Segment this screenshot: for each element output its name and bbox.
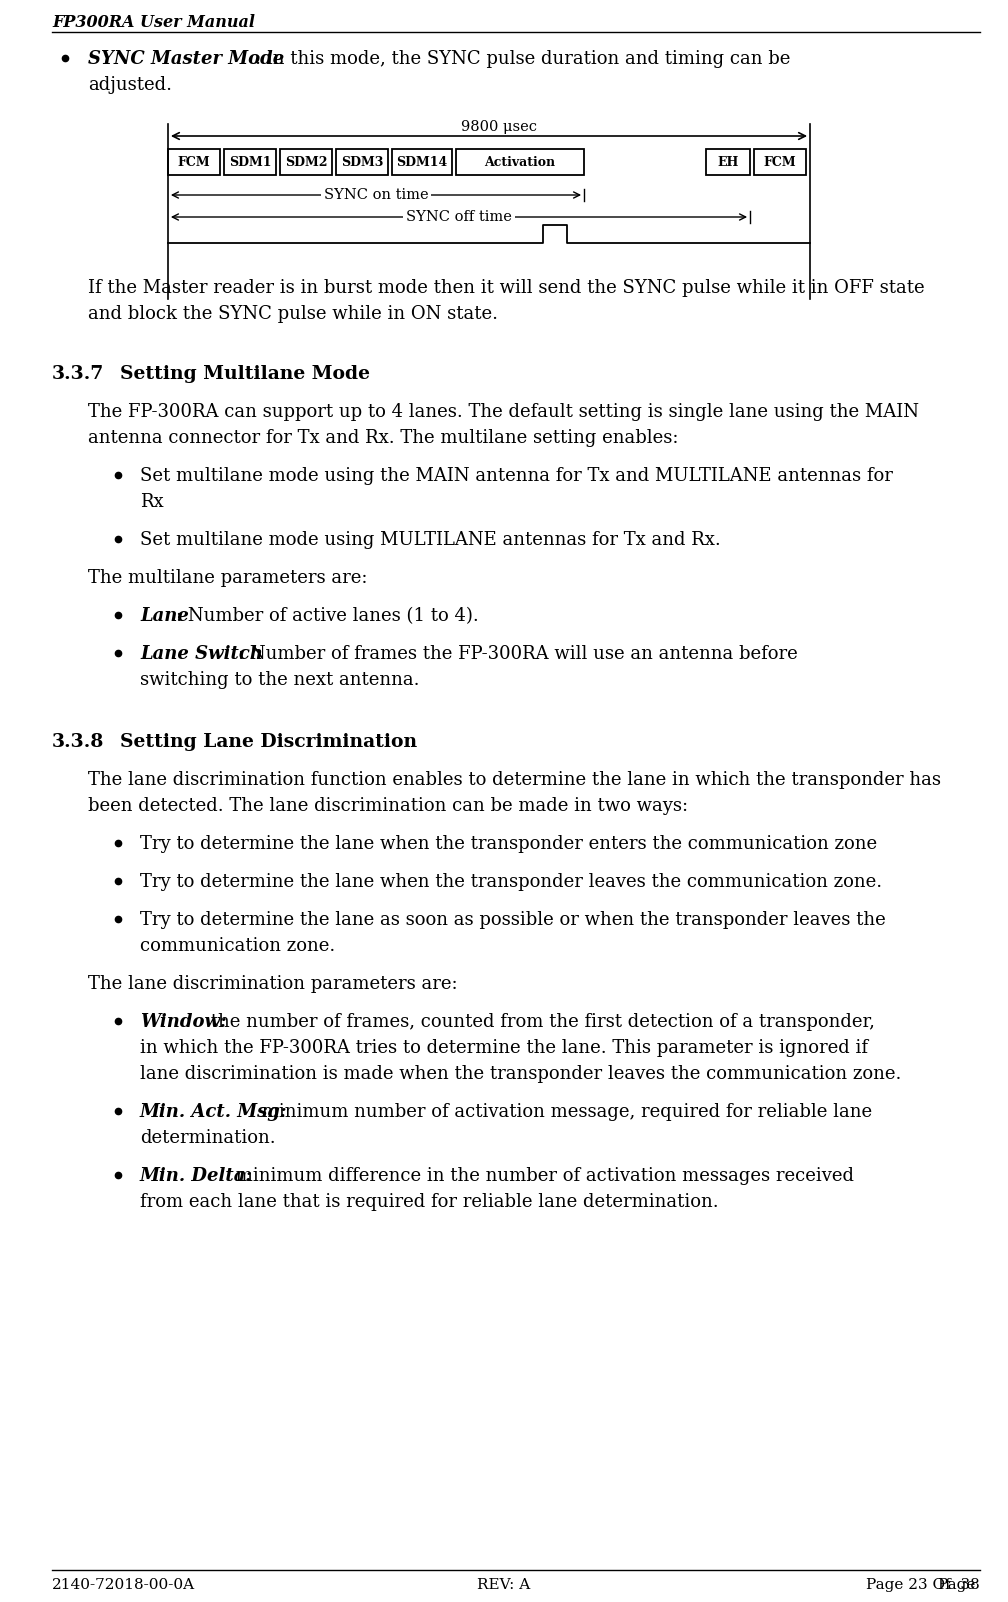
Text: Rx: Rx (140, 493, 163, 511)
Text: 3.3.7: 3.3.7 (52, 365, 104, 383)
Text: : Number of frames the FP-300RA will use an antenna before: : Number of frames the FP-300RA will use… (238, 646, 797, 663)
Bar (392, 149, 452, 175)
Text: Setting Lane Discrimination: Setting Lane Discrimination (120, 734, 417, 751)
Bar (456, 149, 584, 175)
Text: been detected. The lane discrimination can be made in two ways:: been detected. The lane discrimination c… (88, 798, 688, 815)
Bar (280, 149, 332, 175)
Bar (336, 149, 388, 175)
Text: Lane Switch: Lane Switch (140, 646, 263, 663)
Text: Lane: Lane (140, 607, 188, 625)
Text: Min. Act. Msg:: Min. Act. Msg: (140, 1104, 287, 1121)
Text: 9800 μsec: 9800 μsec (461, 120, 537, 135)
Text: the number of frames, counted from the first detection of a transponder,: the number of frames, counted from the f… (205, 1012, 875, 1032)
Text: Page: Page (937, 1578, 980, 1592)
Text: SDM1: SDM1 (229, 157, 271, 170)
Text: FCM: FCM (764, 157, 796, 170)
Text: minimum number of activation message, required for reliable lane: minimum number of activation message, re… (256, 1104, 872, 1121)
Text: lane discrimination is made when the transponder leaves the communication zone.: lane discrimination is made when the tra… (140, 1065, 901, 1083)
Text: SYNC Master Mode: SYNC Master Mode (88, 50, 284, 67)
Text: communication zone.: communication zone. (140, 937, 336, 955)
Bar (224, 149, 276, 175)
Text: If the Master reader is in burst mode then it will send the SYNC pulse while it : If the Master reader is in burst mode th… (88, 279, 924, 296)
Text: adjusted.: adjusted. (88, 75, 172, 95)
Text: The FP-300RA can support up to 4 lanes. The default setting is single lane using: The FP-300RA can support up to 4 lanes. … (88, 404, 919, 421)
Text: The lane discrimination parameters are:: The lane discrimination parameters are: (88, 976, 458, 993)
Text: EH: EH (718, 157, 739, 170)
Bar (706, 149, 750, 175)
Text: : Number of active lanes (1 to 4).: : Number of active lanes (1 to 4). (176, 607, 479, 625)
Text: antenna connector for Tx and Rx. The multilane setting enables:: antenna connector for Tx and Rx. The mul… (88, 429, 678, 447)
Text: Set multilane mode using the MAIN antenna for Tx and MULTILANE antennas for: Set multilane mode using the MAIN antenn… (140, 468, 893, 485)
Text: SDM2: SDM2 (284, 157, 328, 170)
Text: Set multilane mode using MULTILANE antennas for Tx and Rx.: Set multilane mode using MULTILANE anten… (140, 530, 721, 549)
Text: SDM14: SDM14 (396, 157, 448, 170)
Text: : in this mode, the SYNC pulse duration and timing can be: : in this mode, the SYNC pulse duration … (255, 50, 790, 67)
Text: Window:: Window: (140, 1012, 227, 1032)
Text: Min. Delta:: Min. Delta: (140, 1166, 253, 1185)
Text: REV: A: REV: A (478, 1578, 530, 1592)
Text: FP300RA User Manual: FP300RA User Manual (52, 14, 255, 30)
Text: The multilane parameters are:: The multilane parameters are: (88, 569, 368, 586)
Text: Activation: Activation (485, 157, 555, 170)
Text: 3.3.8: 3.3.8 (52, 734, 105, 751)
Text: minimum difference in the number of activation messages received: minimum difference in the number of acti… (230, 1166, 854, 1185)
Text: Setting Multilane Mode: Setting Multilane Mode (120, 365, 370, 383)
Text: The lane discrimination function enables to determine the lane in which the tran: The lane discrimination function enables… (88, 771, 941, 790)
Text: SYNC on time: SYNC on time (324, 187, 428, 202)
Text: and block the SYNC pulse while in ON state.: and block the SYNC pulse while in ON sta… (88, 304, 498, 324)
Text: determination.: determination. (140, 1129, 275, 1147)
Text: from each lane that is required for reliable lane determination.: from each lane that is required for reli… (140, 1193, 719, 1211)
Text: Page 23 Of  38: Page 23 Of 38 (866, 1578, 980, 1592)
Text: Try to determine the lane as soon as possible or when the transponder leaves the: Try to determine the lane as soon as pos… (140, 912, 886, 929)
Text: Try to determine the lane when the transponder enters the communication zone: Try to determine the lane when the trans… (140, 835, 877, 852)
Text: FCM: FCM (177, 157, 211, 170)
Text: switching to the next antenna.: switching to the next antenna. (140, 671, 419, 689)
Text: 2140-72018-00-0A: 2140-72018-00-0A (52, 1578, 196, 1592)
Bar (168, 149, 220, 175)
Text: SYNC off time: SYNC off time (406, 210, 512, 224)
Text: in which the FP-300RA tries to determine the lane. This parameter is ignored if: in which the FP-300RA tries to determine… (140, 1040, 868, 1057)
Text: SDM3: SDM3 (341, 157, 383, 170)
Text: Try to determine the lane when the transponder leaves the communication zone.: Try to determine the lane when the trans… (140, 873, 882, 891)
Bar (754, 149, 806, 175)
